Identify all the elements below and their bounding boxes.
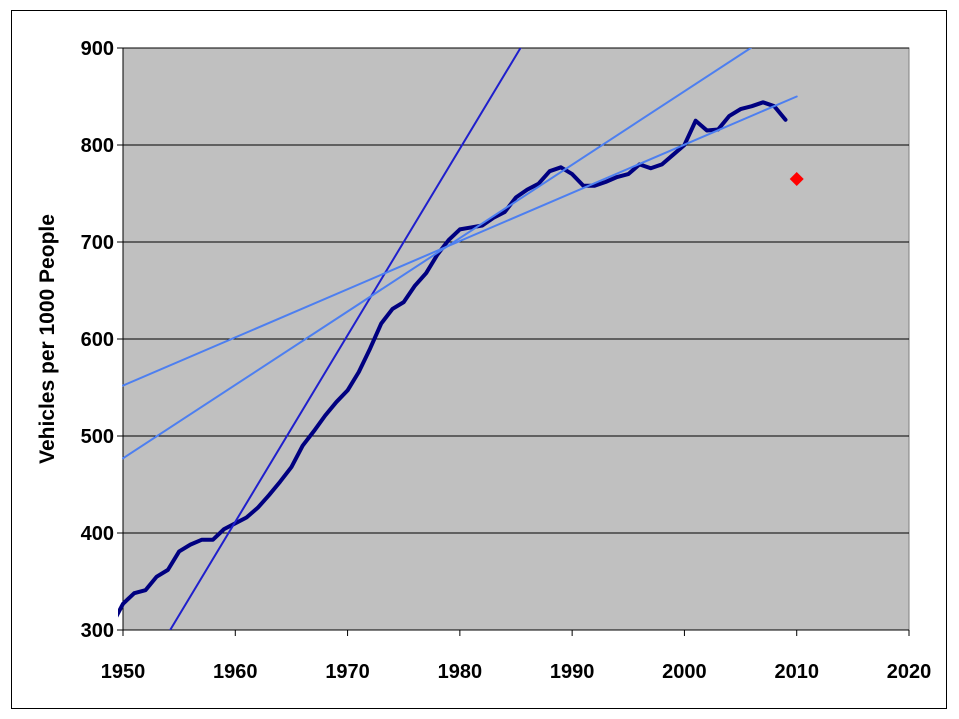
y-axis-title: Vehicles per 1000 People (36, 214, 59, 464)
trend-line (169, 48, 522, 630)
x-tick-label: 2010 (774, 661, 819, 683)
data-point-marker (789, 171, 804, 186)
markers-layer (789, 171, 804, 186)
y-tick-label: 400 (81, 523, 114, 545)
y-tick-label: 600 (81, 329, 114, 351)
gridlines (123, 47, 909, 534)
y-tick-label: 800 (81, 135, 114, 157)
axes (117, 47, 910, 636)
y-tick-label: 500 (81, 426, 114, 448)
series-line (118, 100, 788, 618)
y-tick-label: 900 (81, 38, 114, 60)
trend-line (122, 48, 752, 460)
series-layer (118, 48, 798, 630)
x-tick-label: 1970 (325, 661, 370, 683)
x-tick-label: 1950 (101, 661, 146, 683)
y-tick-label: 700 (81, 232, 114, 254)
x-tick-label: 1960 (213, 661, 258, 683)
x-tick-label: 1990 (550, 661, 595, 683)
x-tick-label: 2020 (887, 661, 932, 683)
x-tick-label: 1980 (438, 661, 483, 683)
tick-labels: 300 400 500 600 700 800 900 1950 1960 1970 1980 199… (81, 38, 932, 683)
trend-line (122, 95, 798, 387)
y-tick-label: 300 (81, 620, 114, 642)
x-tick-label: 2000 (662, 661, 707, 683)
